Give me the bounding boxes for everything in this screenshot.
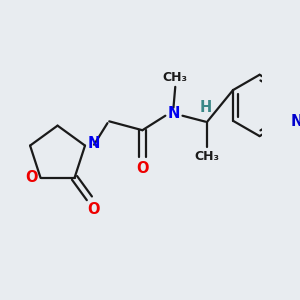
Text: N: N: [291, 114, 300, 129]
Text: CH₃: CH₃: [163, 71, 188, 84]
Text: N: N: [167, 106, 180, 122]
Text: O: O: [25, 170, 38, 185]
Text: H: H: [199, 100, 212, 115]
Text: N: N: [88, 136, 100, 151]
Text: CH₃: CH₃: [195, 150, 220, 164]
Text: O: O: [88, 202, 100, 217]
Text: O: O: [136, 160, 148, 175]
